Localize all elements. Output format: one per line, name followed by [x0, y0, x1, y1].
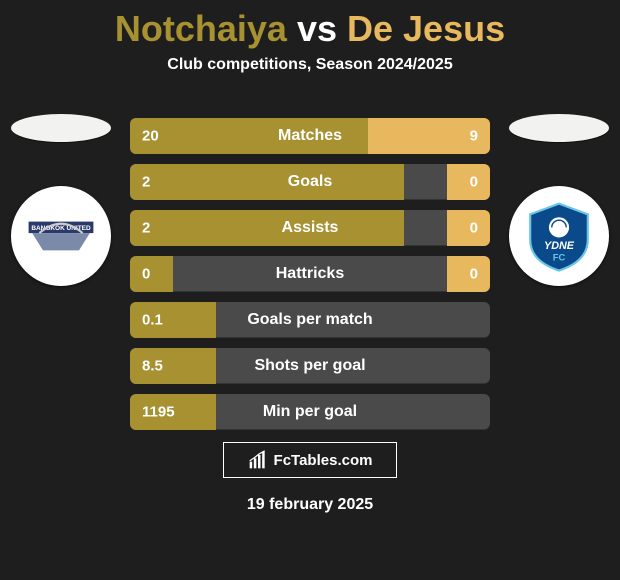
stat-label: Assists — [130, 219, 490, 237]
stat-label: Min per goal — [130, 403, 490, 421]
date-text: 19 february 2025 — [0, 496, 620, 514]
stat-label: Goals per match — [130, 311, 490, 329]
fctables-text: FcTables.com — [274, 452, 373, 469]
stat-row: 0.1Goals per match — [130, 302, 490, 338]
stat-label: Matches — [130, 127, 490, 145]
stat-row: 00Hattricks — [130, 256, 490, 292]
stat-row: 1195Min per goal — [130, 394, 490, 430]
player2-name: De Jesus — [347, 8, 505, 49]
player2-column: YDNE FC — [504, 114, 614, 286]
chart-icon — [248, 450, 268, 470]
fctables-logo: FcTables.com — [223, 442, 397, 478]
player1-avatar-placeholder — [11, 114, 111, 142]
stat-label: Hattricks — [130, 265, 490, 283]
player2-avatar-placeholder — [509, 114, 609, 142]
stat-row: 209Matches — [130, 118, 490, 154]
player1-name: Notchaiya — [115, 8, 287, 49]
svg-text:YDNE: YDNE — [544, 240, 575, 252]
player1-column: BANGKOK UNITED — [6, 114, 116, 286]
stats-bars: 209Matches 20Goals 20Assists 00Hattricks 0.1… — [130, 118, 490, 440]
bangkok-united-icon: BANGKOK UNITED — [25, 200, 97, 272]
svg-text:FC: FC — [553, 252, 566, 262]
comparison-title: Notchaiya vs De Jesus — [0, 0, 620, 56]
stat-label: Shots per goal — [130, 357, 490, 375]
subtitle: Club competitions, Season 2024/2025 — [0, 56, 620, 74]
stat-row: 8.5Shots per goal — [130, 348, 490, 384]
sydney-fc-icon: YDNE FC — [523, 200, 595, 272]
vs-text: vs — [297, 8, 337, 49]
player1-club-badge: BANGKOK UNITED — [11, 186, 111, 286]
stat-row: 20Goals — [130, 164, 490, 200]
stat-label: Goals — [130, 173, 490, 191]
player2-club-badge: YDNE FC — [509, 186, 609, 286]
stat-row: 20Assists — [130, 210, 490, 246]
